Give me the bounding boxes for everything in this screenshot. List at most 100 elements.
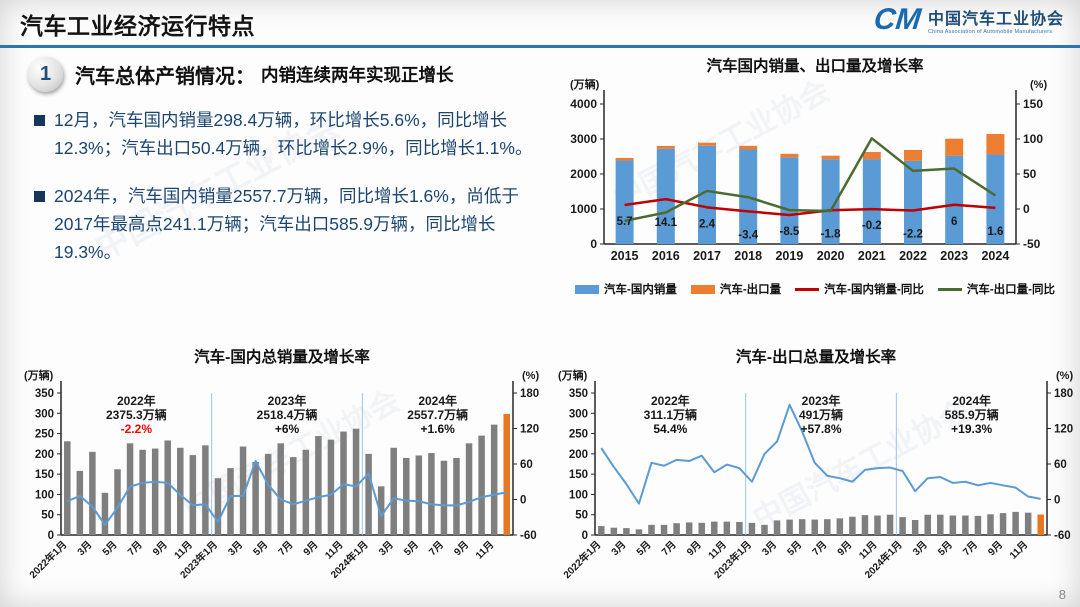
svg-text:+57.8%: +57.8% <box>800 422 841 436</box>
svg-text:2023年: 2023年 <box>802 393 841 408</box>
svg-text:7月: 7月 <box>276 539 295 558</box>
svg-text:3月: 3月 <box>226 539 245 558</box>
svg-text:100: 100 <box>1023 132 1043 146</box>
svg-text:2024: 2024 <box>981 249 1009 263</box>
svg-text:0: 0 <box>590 237 597 251</box>
svg-text:11月: 11月 <box>1007 539 1030 562</box>
svg-text:9月: 9月 <box>452 539 471 558</box>
svg-text:60: 60 <box>1054 459 1067 471</box>
svg-text:1.6: 1.6 <box>987 226 1003 238</box>
svg-text:350: 350 <box>35 388 54 400</box>
svg-text:5月: 5月 <box>251 539 270 558</box>
chart-title: 汽车-国内总销量及增长率 <box>194 349 370 366</box>
svg-text:3000: 3000 <box>570 132 597 146</box>
bullet-square-icon <box>34 191 45 202</box>
svg-text:2024年: 2024年 <box>952 393 991 408</box>
svg-text:5月: 5月 <box>935 539 954 558</box>
svg-text:-2.2%: -2.2% <box>121 422 153 436</box>
svg-text:2375.3万辆: 2375.3万辆 <box>106 407 167 422</box>
svg-text:3月: 3月 <box>75 539 94 558</box>
svg-text:-0.2: -0.2 <box>862 220 882 232</box>
svg-text:+1.6%: +1.6% <box>420 422 455 436</box>
legend-line-swatch-icon <box>795 287 820 291</box>
svg-text:200: 200 <box>35 449 54 461</box>
svg-text:9月: 9月 <box>986 539 1005 558</box>
svg-text:5月: 5月 <box>785 539 804 558</box>
svg-text:(%): (%) <box>1056 370 1073 382</box>
svg-text:2.4: 2.4 <box>699 218 716 230</box>
section-title: 汽车总体产销情况： <box>75 66 255 88</box>
svg-text:(万辆): (万辆) <box>24 368 54 382</box>
svg-text:2023年: 2023年 <box>268 393 307 408</box>
export-monthly-chart: 汽车-出口总量及增长率 (万辆) (%) 0 50 100 150 200 250 300 350… <box>550 345 1080 607</box>
svg-text:2023: 2023 <box>940 249 968 263</box>
svg-text:-60: -60 <box>1054 530 1071 542</box>
svg-text:0: 0 <box>48 530 54 542</box>
svg-text:2020: 2020 <box>817 249 845 263</box>
legend-item: 汽车-出口量 <box>690 281 781 297</box>
svg-text:50: 50 <box>41 510 54 522</box>
svg-text:180: 180 <box>1054 388 1073 400</box>
svg-text:4000: 4000 <box>570 97 597 111</box>
svg-text:2024年: 2024年 <box>418 393 457 408</box>
svg-text:3月: 3月 <box>760 539 779 558</box>
svg-text:2017: 2017 <box>693 249 721 263</box>
svg-text:11月: 11月 <box>857 539 880 562</box>
svg-text:(%): (%) <box>1030 79 1047 91</box>
page-title: 汽车工业经济运行特点 <box>20 13 255 39</box>
svg-text:-50: -50 <box>1023 237 1041 251</box>
logo-name-en: China Association of Automobile Manufact… <box>927 29 1053 35</box>
svg-text:0: 0 <box>1023 202 1030 216</box>
legend-item: 汽车-国内销量 <box>574 281 677 297</box>
svg-text:5月: 5月 <box>100 539 119 558</box>
bullet-text: 2024年，汽车国内销量2557.7万辆，同比增长1.6%，尚低于2017年最高… <box>54 186 519 262</box>
svg-text:3月: 3月 <box>910 539 929 558</box>
svg-text:150: 150 <box>569 469 588 481</box>
svg-text:7月: 7月 <box>961 539 980 558</box>
svg-text:0: 0 <box>520 495 526 507</box>
svg-text:2022年: 2022年 <box>651 393 690 408</box>
domestic-monthly-plot: (万辆) (%) 0 50 100 150 200 250 300 350 -60 0 60 120 180… <box>24 368 539 581</box>
bullet-square-icon <box>34 115 45 126</box>
svg-text:5月: 5月 <box>634 539 653 558</box>
svg-text:7月: 7月 <box>125 539 144 558</box>
svg-text:-1.8: -1.8 <box>821 228 841 240</box>
svg-text:50: 50 <box>575 510 588 522</box>
svg-text:-3.4: -3.4 <box>738 229 758 241</box>
svg-text:200: 200 <box>569 449 588 461</box>
yearly-chart-plot: (万辆) (%) 0 1000 2000 3000 4000 -50 0 50 100 150 2015… <box>570 77 1047 263</box>
domestic-monthly-chart: 汽车-国内总销量及增长率 (万辆) (%) 0 50 100 150 200 250 300 35… <box>16 345 548 607</box>
svg-text:2518.4万辆: 2518.4万辆 <box>257 407 318 422</box>
chart-legend: 汽车-国内销量 汽车-出口量 汽车-国内销量-同比 汽车-出口量-同比 <box>556 281 1074 297</box>
svg-text:150: 150 <box>35 469 54 481</box>
svg-text:6: 6 <box>951 216 957 228</box>
page-number: 8 <box>1058 587 1066 602</box>
svg-text:11月: 11月 <box>706 539 729 562</box>
yearly-sales-export-chart: 汽车国内销量、出口量及增长率 (万辆) (%) 0 1000 2000 3000 4000-… <box>556 54 1074 297</box>
legend-label: 汽车-国内销量-同比 <box>824 284 924 296</box>
export-monthly-plot: (万辆) (%) 0 50 100 150 200 250 300 350 -60 0 60 120 180… <box>558 368 1073 581</box>
svg-text:585.9万辆: 585.9万辆 <box>945 407 999 422</box>
svg-text:250: 250 <box>35 429 54 441</box>
svg-text:(万辆): (万辆) <box>558 368 588 382</box>
svg-text:7月: 7月 <box>810 539 829 558</box>
svg-text:311.1万辆: 311.1万辆 <box>644 407 697 422</box>
svg-text:2022: 2022 <box>899 249 927 263</box>
svg-text:11月: 11月 <box>172 539 195 562</box>
svg-text:1000: 1000 <box>570 202 597 216</box>
svg-text:50: 50 <box>1023 167 1037 181</box>
svg-text:-2.2: -2.2 <box>903 229 923 241</box>
svg-text:100: 100 <box>569 489 588 501</box>
legend-label: 汽车-国内销量 <box>603 284 677 296</box>
svg-text:2022年1月: 2022年1月 <box>26 538 69 581</box>
chart-title: 汽车国内销量、出口量及增长率 <box>706 58 924 75</box>
section-subtitle: 内销连续两年实现正增长 <box>261 65 454 85</box>
svg-text:5.7: 5.7 <box>617 216 633 228</box>
legend-label: 汽车-出口量-同比 <box>966 284 1056 296</box>
svg-text:2000: 2000 <box>570 167 597 181</box>
chart-title: 汽车-出口总量及增长率 <box>735 349 897 366</box>
bullet-list: 12月，汽车国内销量298.4万辆，环比增长5.6%，同比增长12.3%；汽车出… <box>34 106 544 286</box>
svg-text:11月: 11月 <box>323 539 346 562</box>
cm-logo-icon: CM <box>872 3 923 36</box>
legend-line-swatch-icon <box>937 287 962 291</box>
